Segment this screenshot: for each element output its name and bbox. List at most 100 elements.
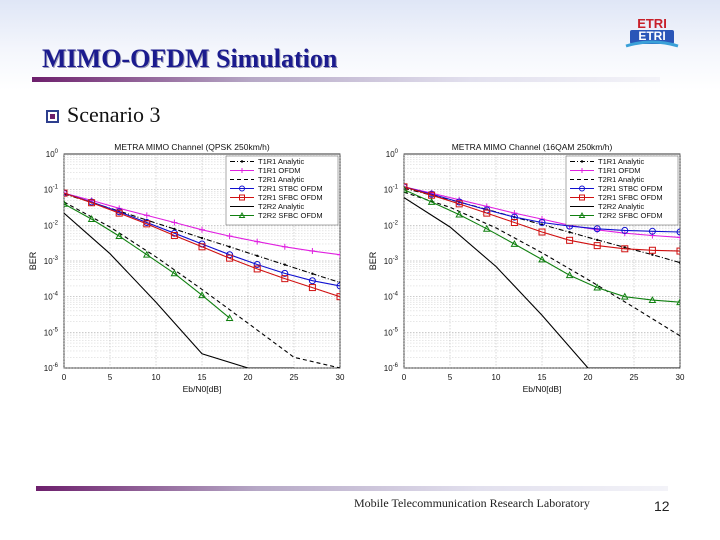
data-point-t2r2-sfbc-ofdm	[115, 232, 124, 239]
chart-svg: 0 5 10 15 20 25 30 100 10-1 10-2 10-3 10-4 10-5 10-6 M…	[368, 142, 685, 394]
data-point-t2r2-sfbc-ofdm	[482, 224, 491, 232]
data-point-t1r1-ofdm	[309, 248, 316, 255]
legend-marker	[579, 194, 585, 201]
x-tick-label: 0	[62, 373, 67, 382]
slide-title: MIMO-OFDM Simulation	[42, 44, 338, 73]
legend-label: T2R2 SFBC OFDM	[598, 211, 663, 220]
data-point-t1r1-ofdm	[143, 212, 150, 219]
data-point-t2r2-sfbc-ofdm	[427, 198, 436, 205]
page-number: 12	[654, 498, 670, 514]
data-point-t2r2-sfbc-ofdm	[648, 296, 657, 304]
data-point-t2r2-sfbc-ofdm	[538, 255, 546, 263]
y-tick-label: 10-2	[384, 220, 399, 230]
chart-title: METRA MIMO Channel (QPSK 250km/h)	[114, 142, 270, 152]
grid	[63, 154, 341, 369]
series-line-t2r2-analytic	[404, 197, 680, 368]
data-point-t1r1-ofdm	[254, 238, 261, 245]
legend-item: T2R1 Analytic	[230, 175, 305, 184]
legend-label: T1R1 OFDM	[598, 166, 641, 175]
y-tick-label: 10-3	[384, 256, 399, 266]
etri-logo: ETRI ETRI	[622, 16, 680, 48]
legend-item: T1R1 Analytic	[230, 157, 305, 166]
data-point-t1r1-ofdm	[483, 203, 490, 210]
x-tick-label: 15	[198, 373, 207, 382]
logo-shadow-text: ETRI	[637, 16, 667, 31]
data-point-t2r1-stbc-ofdm	[538, 219, 546, 227]
legend-item: T1R1 OFDM	[230, 166, 301, 175]
x-tick-label: 25	[290, 373, 299, 382]
data-point-t2r2-sfbc-ofdm	[676, 298, 680, 306]
x-tick-label: 25	[630, 373, 639, 382]
legend-label: T2R1 SFBC OFDM	[258, 193, 323, 202]
data-point-t1r1-analytic	[228, 245, 231, 249]
y-tick-label: 10-4	[44, 292, 59, 302]
data-point-t2r1-stbc-ofdm	[281, 269, 289, 277]
x-tick-label: 30	[676, 373, 685, 382]
header-background	[0, 0, 720, 90]
data-point-t2r2-sfbc-ofdm	[593, 283, 602, 291]
legend-label: T1R1 Analytic	[258, 157, 305, 166]
x-tick-label: 5	[108, 373, 113, 382]
legend-label: T1R1 OFDM	[258, 166, 301, 175]
y-tick-label: 10-6	[384, 363, 399, 373]
x-tick-label: 10	[492, 373, 501, 382]
data-point-t2r1-sfbc-ofdm	[483, 209, 491, 217]
legend-label: T2R1 Analytic	[258, 175, 305, 184]
data-point-t2r1-sfbc-ofdm	[281, 275, 289, 283]
x-tick-label: 20	[584, 373, 593, 382]
data-point-t1r1-ofdm	[649, 232, 656, 239]
legend-marker	[239, 185, 245, 192]
data-point-t1r1-ofdm	[337, 251, 340, 258]
data-point-t2r1-sfbc-ofdm	[115, 209, 123, 217]
legend-label: T2R2 Analytic	[258, 202, 305, 211]
data-point-t1r1-ofdm	[281, 243, 288, 250]
axes: 0 5 10 15 20 25 30 100 10-1 10-2 10-3 10-4 10-5 10-6	[384, 149, 685, 382]
y-axis-label: BER	[368, 251, 378, 270]
legend-box	[225, 155, 339, 226]
y-tick-label: 100	[46, 149, 59, 159]
data-point-t2r1-stbc-ofdm	[648, 227, 656, 235]
y-tick-label: 100	[386, 149, 399, 159]
data-point-t2r1-sfbc-ofdm	[88, 199, 96, 207]
data-point-t1r1-analytic	[173, 227, 176, 231]
scenario-heading: Scenario 3	[67, 102, 161, 127]
data-point-t2r1-stbc-ofdm	[621, 226, 629, 234]
data-point-t1r1-analytic	[678, 261, 680, 264]
data-point-t2r2-sfbc-ofdm	[64, 199, 68, 207]
legend-item: T2R1 SFBC OFDM	[230, 193, 323, 202]
chart-title: METRA MIMO Channel (16QAM 250km/h)	[452, 142, 613, 152]
legend-item: T2R2 SFBC OFDM	[570, 211, 663, 220]
series-line-t2r1-analytic	[64, 201, 340, 368]
series-line-t2r1-sfbc-ofdm	[64, 192, 340, 298]
series-line-t2r1-stbc-ofdm	[404, 186, 680, 233]
data-point-t2r2-sfbc-ofdm	[455, 210, 464, 218]
y-tick-label: 10-1	[44, 185, 59, 195]
series-group	[64, 189, 340, 368]
data-point-t2r1-sfbc-ofdm	[336, 293, 340, 301]
data-point-t2r1-sfbc-ofdm	[566, 236, 574, 244]
legend-marker	[239, 168, 245, 173]
legend-item: T1R1 Analytic	[570, 157, 645, 166]
x-tick-label: 0	[402, 373, 407, 382]
data-point-t2r1-sfbc-ofdm	[593, 242, 601, 250]
legend-item: T2R1 Analytic	[570, 175, 645, 184]
series-t2r2-sfbc-ofdm	[64, 199, 234, 322]
y-tick-label: 10-1	[384, 185, 399, 195]
data-point-t2r2-sfbc-ofdm	[87, 215, 96, 222]
legend-marker	[238, 211, 246, 218]
data-point-t1r1-analytic	[623, 246, 626, 249]
series-t2r1-analytic	[64, 201, 340, 368]
data-point-t2r1-sfbc-ofdm	[198, 243, 206, 251]
legend-label: T2R1 STBC OFDM	[258, 184, 323, 193]
series-line-t2r2-sfbc-ofdm	[404, 189, 680, 303]
y-tick-label: 10-6	[44, 363, 59, 373]
data-point-t2r1-sfbc-ofdm	[538, 228, 546, 236]
legend-marker	[579, 168, 585, 173]
x-tick-label: 15	[538, 373, 547, 382]
logo-text: ETRI	[638, 29, 665, 43]
y-tick-label: 10-3	[44, 256, 59, 266]
data-point-t1r1-ofdm	[226, 233, 233, 240]
y-tick-label: 10-4	[384, 292, 399, 302]
data-point-t1r1-analytic	[283, 263, 286, 266]
